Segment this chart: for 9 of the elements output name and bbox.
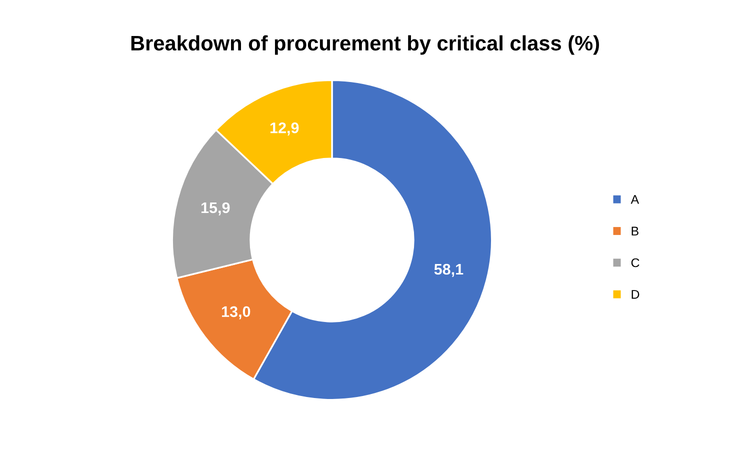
data-label: 58,1	[434, 264, 464, 277]
legend-label: C	[631, 258, 640, 268]
data-label: 13,0	[222, 306, 250, 320]
data-label: 12,9	[270, 122, 299, 136]
data-label: 15,9	[201, 202, 230, 216]
legend-label: A	[630, 195, 640, 204]
legend-label: D	[632, 290, 640, 299]
chart-title: Breakdown of procurement by critical class (%)	[131, 35, 599, 55]
legend-label: B	[632, 226, 638, 236]
